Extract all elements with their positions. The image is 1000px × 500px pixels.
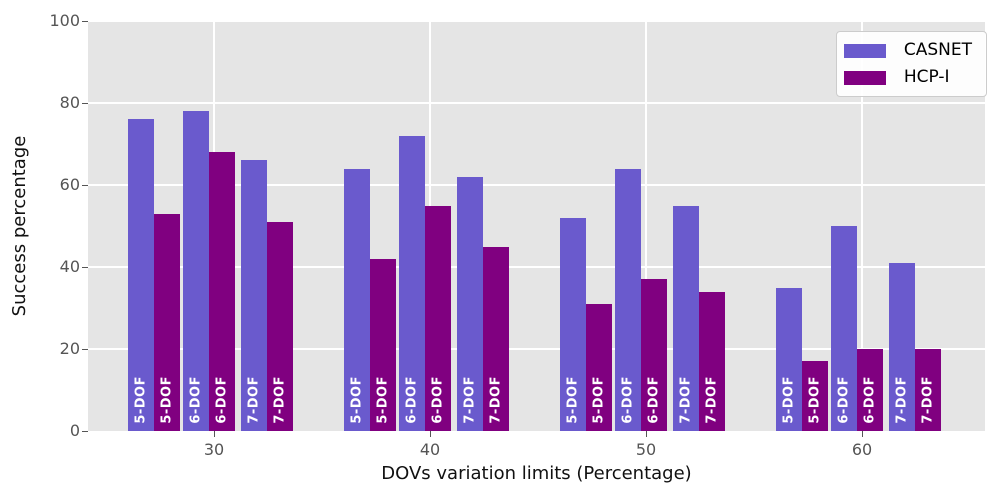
bar-dof-label: 6-DOF bbox=[214, 376, 230, 424]
y-tick-label: 80 bbox=[59, 93, 80, 112]
bar-50-7-dof-casnet: 7-DOF bbox=[673, 205, 699, 431]
y-tick-label: 20 bbox=[59, 339, 80, 358]
gridline-horizontal bbox=[88, 20, 985, 22]
bar-60-6-dof-hcp-i: 6-DOF bbox=[857, 349, 883, 431]
x-tick bbox=[645, 431, 647, 437]
legend: CASNET HCP-I bbox=[835, 31, 987, 97]
bar-40-7-dof-hcp-i: 7-DOF bbox=[483, 246, 509, 431]
x-tick bbox=[861, 431, 863, 437]
y-tick bbox=[82, 20, 88, 22]
y-tick bbox=[82, 266, 88, 268]
legend-swatch-hcp-i bbox=[843, 70, 886, 85]
x-tick-label: 40 bbox=[419, 440, 441, 459]
legend-label-casnet: CASNET bbox=[903, 40, 972, 60]
gridline-horizontal bbox=[88, 348, 985, 350]
bar-dof-label: 5-DOF bbox=[565, 376, 581, 424]
bar-dof-label: 7-DOF bbox=[894, 376, 910, 424]
bar-30-7-dof-hcp-i: 7-DOF bbox=[267, 221, 293, 431]
y-tick-label: 40 bbox=[59, 257, 80, 276]
bar-dof-label: 6-DOF bbox=[188, 376, 204, 424]
x-tick-label: 50 bbox=[635, 440, 657, 459]
bar-50-5-dof-casnet: 5-DOF bbox=[560, 217, 586, 431]
legend-label-hcp-i: HCP-I bbox=[903, 67, 950, 87]
bar-40-6-dof-hcp-i: 6-DOF bbox=[425, 205, 451, 431]
bar-dof-label: 5-DOF bbox=[159, 376, 175, 424]
bar-50-7-dof-hcp-i: 7-DOF bbox=[699, 291, 725, 431]
x-axis-label: DOVs variation limits (Percentage) bbox=[381, 463, 692, 484]
x-tick bbox=[213, 431, 215, 437]
bar-dof-label: 7-DOF bbox=[678, 376, 694, 424]
x-tick-label: 30 bbox=[203, 440, 225, 459]
y-tick-label: 60 bbox=[59, 175, 80, 194]
bar-40-7-dof-casnet: 7-DOF bbox=[457, 176, 483, 431]
bar-dof-label: 6-DOF bbox=[620, 376, 636, 424]
bar-dof-label: 7-DOF bbox=[462, 376, 478, 424]
bar-dof-label: 7-DOF bbox=[920, 376, 936, 424]
bar-dof-label: 6-DOF bbox=[430, 376, 446, 424]
bar-60-5-dof-casnet: 5-DOF bbox=[776, 287, 802, 431]
y-axis-label: Success percentage bbox=[9, 135, 30, 317]
gridline-vertical bbox=[861, 21, 863, 431]
bar-dof-label: 7-DOF bbox=[272, 376, 288, 424]
legend-swatch-casnet bbox=[843, 43, 886, 58]
gridline-horizontal bbox=[88, 266, 985, 268]
bar-dof-label: 5-DOF bbox=[591, 376, 607, 424]
bar-60-6-dof-casnet: 6-DOF bbox=[831, 226, 857, 431]
y-tick bbox=[82, 430, 88, 432]
bar-dof-label: 5-DOF bbox=[349, 376, 365, 424]
bar-dof-label: 5-DOF bbox=[375, 376, 391, 424]
bar-50-5-dof-hcp-i: 5-DOF bbox=[586, 303, 612, 431]
y-tick-label: 0 bbox=[69, 421, 80, 440]
bar-50-6-dof-casnet: 6-DOF bbox=[615, 168, 641, 431]
bar-dof-label: 5-DOF bbox=[781, 376, 797, 424]
y-tick bbox=[82, 102, 88, 104]
gridline-horizontal bbox=[88, 102, 985, 104]
bar-dof-label: 5-DOF bbox=[807, 376, 823, 424]
y-tick bbox=[82, 348, 88, 350]
bar-60-5-dof-hcp-i: 5-DOF bbox=[802, 361, 828, 431]
bar-dof-label: 6-DOF bbox=[404, 376, 420, 424]
bar-dof-label: 6-DOF bbox=[862, 376, 878, 424]
bar-30-7-dof-casnet: 7-DOF bbox=[241, 160, 267, 431]
x-tick bbox=[429, 431, 431, 437]
y-tick-label: 100 bbox=[49, 11, 80, 30]
bar-dof-label: 7-DOF bbox=[704, 376, 720, 424]
bar-60-7-dof-casnet: 7-DOF bbox=[889, 262, 915, 431]
bar-50-6-dof-hcp-i: 6-DOF bbox=[641, 279, 667, 431]
plot-area: 5-DOF 5-DOF 6-DOF 6-DOF 7-DOF 7-DOF 5-DOF 5-DOF… bbox=[88, 20, 985, 431]
bar-dof-label: 6-DOF bbox=[646, 376, 662, 424]
bar-dof-label: 6-DOF bbox=[836, 376, 852, 424]
legend-item-hcp-i: HCP-I bbox=[843, 67, 972, 87]
bar-30-6-dof-casnet: 6-DOF bbox=[183, 111, 209, 431]
gridline-vertical bbox=[645, 21, 647, 431]
bar-40-5-dof-casnet: 5-DOF bbox=[344, 168, 370, 431]
bar-dof-label: 7-DOF bbox=[246, 376, 262, 424]
bar-40-5-dof-hcp-i: 5-DOF bbox=[370, 258, 396, 431]
bar-60-7-dof-hcp-i: 7-DOF bbox=[915, 349, 941, 431]
y-tick bbox=[82, 184, 88, 186]
bar-30-5-dof-hcp-i: 5-DOF bbox=[154, 213, 180, 431]
bar-30-6-dof-hcp-i: 6-DOF bbox=[209, 152, 235, 431]
bar-40-6-dof-casnet: 6-DOF bbox=[399, 135, 425, 431]
bar-dof-label: 7-DOF bbox=[488, 376, 504, 424]
gridline-horizontal bbox=[88, 184, 985, 186]
x-tick-label: 60 bbox=[851, 440, 873, 459]
bar-30-5-dof-casnet: 5-DOF bbox=[128, 119, 154, 431]
bar-dof-label: 5-DOF bbox=[133, 376, 149, 424]
legend-item-casnet: CASNET bbox=[843, 40, 972, 60]
